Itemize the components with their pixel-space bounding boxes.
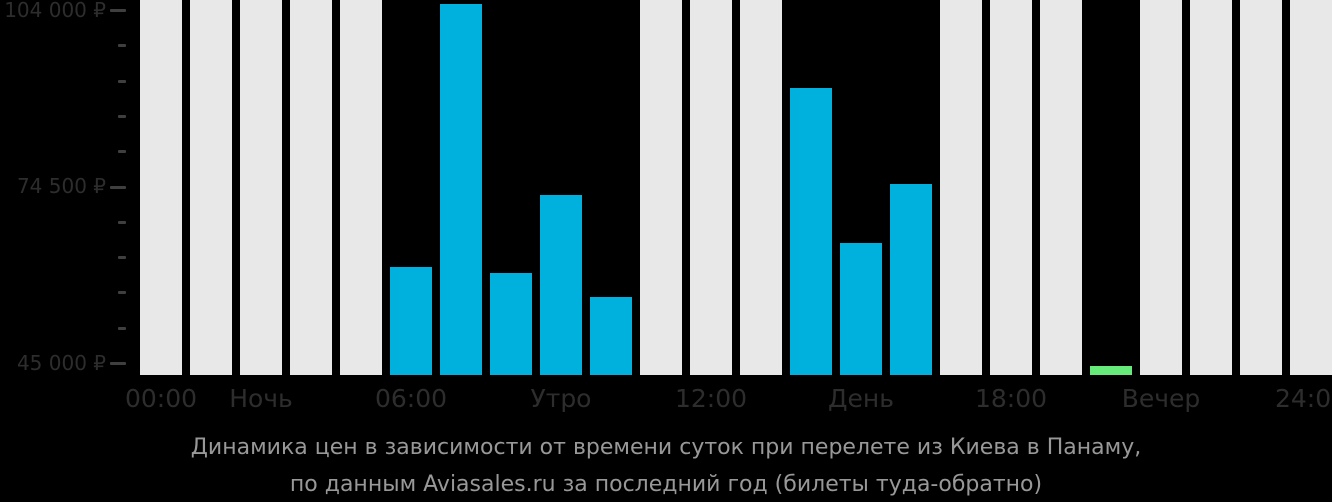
y-axis-minor-tick <box>118 150 126 154</box>
x-axis-label: Ночь <box>229 384 293 413</box>
x-axis-label: 18:00 <box>974 384 1048 413</box>
y-axis: 104 000 ₽ 74 500 ₽ 45 000 ₽ <box>0 0 140 380</box>
y-axis-minor-tick <box>118 291 126 295</box>
y-axis-minor-tick <box>118 114 126 118</box>
bar-slot-01-no-data <box>190 0 232 375</box>
y-axis-minor-tick <box>118 326 126 330</box>
caption-line-1: Динамика цен в зависимости от времени су… <box>190 435 1142 460</box>
bar-slot-16-no-data <box>940 0 982 375</box>
bar-slot-22-no-data <box>1240 0 1282 375</box>
x-axis-label: Утро <box>530 384 592 413</box>
y-axis-major-tick <box>110 362 126 365</box>
y-axis-minor-tick <box>118 256 126 260</box>
bar-slot-08-price <box>540 195 582 375</box>
y-axis-label-max: 104 000 ₽ <box>4 0 106 22</box>
chart-caption: Динамика цен в зависимости от времени су… <box>0 429 1332 502</box>
bar-slot-12-no-data <box>740 0 782 375</box>
bar-slot-02-no-data <box>240 0 282 375</box>
bar-slot-15-price <box>890 183 932 375</box>
bar-slot-23-no-data <box>1290 0 1332 375</box>
bar-slot-09-price <box>590 297 632 375</box>
bar-slot-21-no-data <box>1190 0 1232 375</box>
y-axis-label-mid: 74 500 ₽ <box>16 174 106 198</box>
bar-slot-06-price <box>440 4 482 375</box>
y-axis-major-tick <box>110 9 126 12</box>
x-axis-label: 00:00 <box>124 384 198 413</box>
y-axis-label-min: 45 000 ₽ <box>16 351 106 375</box>
x-axis-label: День <box>828 384 894 413</box>
bar-slot-14-price <box>840 243 882 375</box>
bar-slot-07-price <box>490 273 532 375</box>
caption-line-2: по данным Aviasales.ru за последний год … <box>289 472 1043 497</box>
bar-slot-11-no-data <box>690 0 732 375</box>
y-axis-major-tick <box>110 185 126 189</box>
x-axis-label: 12:00 <box>674 384 748 413</box>
bar-slot-13-price <box>790 87 832 375</box>
y-axis-minor-tick <box>118 220 126 224</box>
bar-slot-04-no-data <box>340 0 382 375</box>
bar-slot-03-no-data <box>290 0 332 375</box>
bar-slot-20-no-data <box>1140 0 1182 375</box>
x-axis: 00:00 Ночь 06:00 Утро 12:00 День 18:00 Вечер 24:… <box>0 380 1332 414</box>
y-axis-minor-tick <box>118 79 126 83</box>
y-axis-minor-tick <box>118 44 126 48</box>
x-axis-label: 06:00 <box>374 384 448 413</box>
bar-slot-17-no-data <box>990 0 1032 375</box>
bar-slot-00-no-data <box>140 0 182 375</box>
x-axis-label: Вечер <box>1121 384 1201 413</box>
bar-series <box>140 0 1332 375</box>
bar-slot-19-min-price <box>1090 366 1132 375</box>
bar-slot-10-no-data <box>640 0 682 375</box>
bar-slot-05-price <box>390 267 432 375</box>
x-axis-label: 24:00 <box>1274 384 1332 413</box>
bar-slot-18-no-data <box>1040 0 1082 375</box>
